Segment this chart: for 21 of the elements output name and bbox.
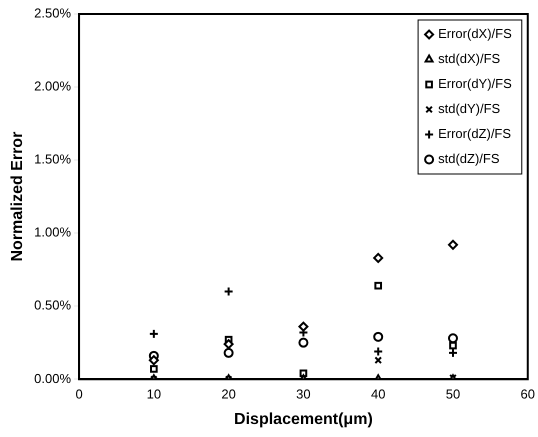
y-tick-label: 1.00%	[34, 224, 72, 240]
x-axis-title: Displacement(μm)	[234, 410, 373, 428]
y-tick-label: 0.00%	[34, 370, 72, 386]
legend-label: std(dZ)/FS	[438, 151, 500, 166]
x-tick-label: 50	[446, 386, 460, 402]
x-tick-label: 30	[296, 386, 311, 402]
x-tick-label: 20	[221, 386, 236, 402]
legend-label: Error(dY)/FS	[438, 76, 512, 92]
y-axis-title: Normalized Error	[9, 132, 26, 262]
legend-label: Error(dX)/FS	[438, 26, 512, 42]
y-tick-label: 2.50%	[34, 6, 72, 21]
x-tick-label: 60	[520, 386, 536, 402]
x-tick-label: 10	[146, 386, 162, 402]
y-tick-label: 1.50%	[34, 152, 72, 167]
legend-label: std(dX)/FS	[438, 51, 501, 66]
x-tick-label: 0	[75, 386, 83, 402]
x-tick-label: 40	[370, 386, 386, 402]
legend-label: Error(dZ)/FS	[438, 126, 512, 142]
y-tick-label: 0.50%	[34, 298, 72, 313]
legend-label: std(dY)/FS	[438, 101, 501, 116]
y-tick-label: 2.00%	[34, 78, 72, 94]
